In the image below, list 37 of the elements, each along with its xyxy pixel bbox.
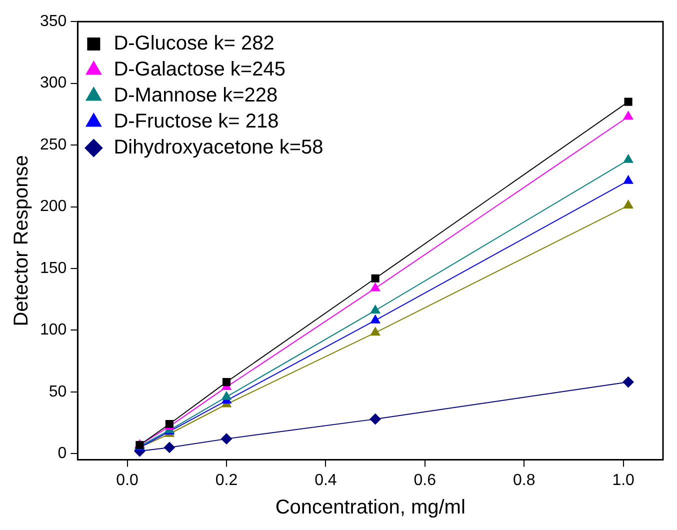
- y-tick-label: 250: [40, 136, 67, 154]
- x-axis-title: Concentration, mg/ml: [275, 496, 466, 519]
- legend-label: Dihydroxyacetone k=58: [114, 136, 324, 159]
- point: [370, 414, 381, 425]
- x-tick-label: 0.0: [116, 472, 139, 489]
- x-tick-label: 0.8: [512, 472, 536, 489]
- point: [370, 282, 380, 292]
- x-tick-label: 1.0: [612, 472, 635, 489]
- point: [370, 314, 380, 324]
- y-tick-label: 150: [40, 260, 67, 277]
- y-tick-label: 100: [40, 322, 67, 339]
- y-tick-label: 0: [58, 445, 67, 462]
- point: [623, 175, 634, 184]
- point: [623, 111, 634, 120]
- point: [623, 200, 634, 209]
- point: [623, 154, 634, 163]
- point: [164, 442, 175, 453]
- y-tick-label: 350: [40, 13, 67, 30]
- y-axis-title: Detector Response: [10, 155, 33, 326]
- y-tick-label: 50: [48, 383, 67, 400]
- x-tick-label: 0.2: [215, 472, 238, 489]
- x-tick-label: 0.4: [314, 472, 337, 489]
- legend-label: D-Fructose k= 218: [114, 110, 279, 133]
- point: [622, 376, 634, 388]
- point: [370, 327, 380, 336]
- point: [371, 274, 380, 282]
- point: [222, 391, 232, 400]
- point: [624, 98, 632, 106]
- y-tick-label: 200: [40, 198, 67, 216]
- point: [370, 304, 380, 314]
- legend-label: D-Mannose k=228: [114, 84, 278, 107]
- legend-label: D-Glucose k= 282: [114, 32, 274, 55]
- legend-label: D-Galactose k=245: [114, 58, 286, 81]
- point: [221, 433, 232, 444]
- point: [222, 378, 231, 386]
- x-tick-label: 0.6: [414, 472, 436, 489]
- y-tick-label: 300: [40, 74, 67, 92]
